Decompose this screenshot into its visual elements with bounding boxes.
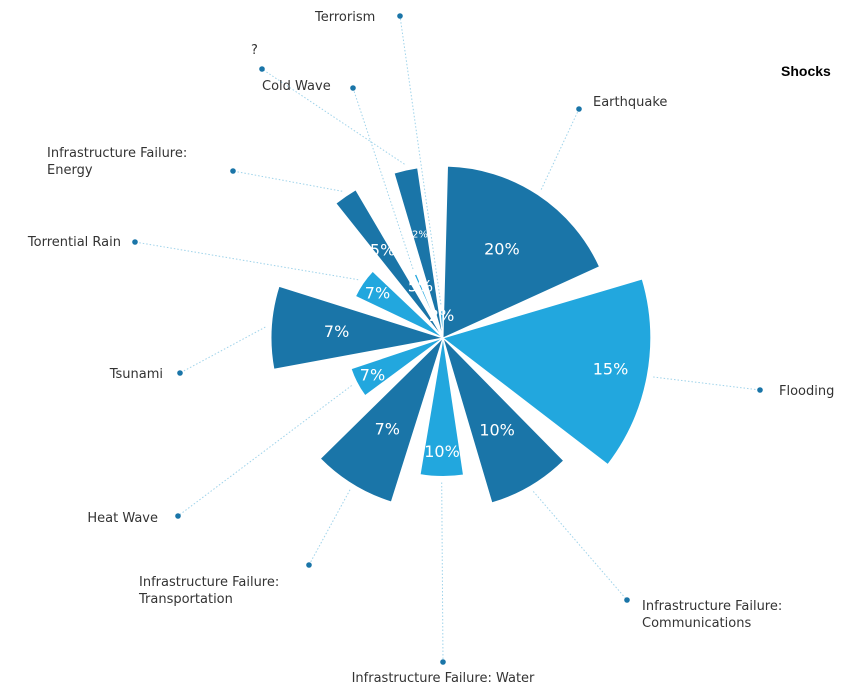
- leader-line: [653, 376, 761, 391]
- category-label: Torrential Rain: [27, 235, 121, 250]
- category-label: Infrastructure Failure: Transportation: [138, 575, 279, 607]
- leader-lines: [132, 13, 763, 665]
- leader-dot: [230, 168, 236, 174]
- percent-label: 10%: [479, 421, 515, 440]
- percent-labels: 20% 15% 10% 10% 7% 7% 7% 7% 5% 5% 2% 2%: [324, 229, 628, 461]
- category-label: Tsunami: [109, 367, 163, 382]
- leader-dot: [175, 513, 181, 519]
- leader-line: [540, 108, 580, 190]
- slice-: [393, 167, 444, 339]
- percent-label: 5%: [408, 277, 433, 296]
- slice-torrential-rain: [354, 270, 444, 339]
- chart-slices: [270, 165, 652, 504]
- leader-dot: [624, 597, 630, 603]
- slice-terrorism: [439, 309, 444, 339]
- leader-dot: [177, 370, 183, 376]
- legend-title: Shocks: [781, 63, 831, 79]
- percent-label: 7%: [324, 322, 349, 341]
- percent-label: 5%: [370, 241, 395, 260]
- category-label: Infrastructure Failure: Energy: [47, 146, 187, 178]
- leader-line: [532, 491, 628, 601]
- category-label: Heat Wave: [87, 511, 158, 526]
- leader-line: [179, 326, 266, 374]
- leader-dot: [576, 106, 582, 112]
- leader-dot: [397, 13, 403, 19]
- slice-infrastructure-failure-energy: [335, 189, 444, 339]
- leader-dot: [306, 562, 312, 568]
- category-label: ?: [251, 43, 258, 58]
- leader-line: [352, 87, 414, 270]
- leader-line: [441, 482, 444, 663]
- percent-label: 2%: [429, 306, 454, 325]
- slice-infrastructure-failure-water: [419, 337, 465, 477]
- category-label: Flooding: [779, 384, 834, 399]
- leader-dot: [350, 85, 356, 91]
- slice-heat-wave: [350, 337, 444, 397]
- percent-label: 7%: [365, 284, 390, 303]
- percent-label: 2%: [412, 229, 428, 240]
- category-labels: Earthquake Flooding Infrastructure Failure…: [27, 10, 834, 686]
- slice-tsunami: [270, 285, 444, 370]
- slice-cold-wave: [413, 273, 444, 339]
- slice-flooding: [441, 278, 652, 466]
- leader-line: [177, 385, 353, 517]
- leader-dot: [757, 387, 763, 393]
- percent-label: 7%: [375, 420, 400, 439]
- leader-line: [232, 170, 343, 192]
- percent-label: 20%: [484, 240, 520, 259]
- percent-label: 15%: [593, 360, 629, 379]
- category-label: Infrastructure Failure: Water: [352, 671, 535, 686]
- slice-earthquake: [442, 165, 601, 339]
- percent-label: 7%: [360, 365, 385, 384]
- category-label: Infrastructure Failure: Communications: [642, 599, 782, 631]
- leader-line: [261, 68, 405, 165]
- leader-line: [308, 489, 351, 566]
- percent-label: 10%: [424, 442, 460, 461]
- slice-infrastructure-failure-communications: [442, 337, 565, 504]
- leader-line: [134, 241, 359, 281]
- leader-dot: [259, 66, 265, 72]
- leader-line: [399, 15, 442, 305]
- leader-dot: [132, 239, 138, 245]
- category-label: Cold Wave: [262, 79, 331, 94]
- leader-dot: [440, 659, 446, 665]
- category-label: Earthquake: [593, 95, 667, 110]
- slice-infrastructure-failure-transportation: [319, 337, 444, 503]
- category-label: Terrorism: [314, 10, 375, 25]
